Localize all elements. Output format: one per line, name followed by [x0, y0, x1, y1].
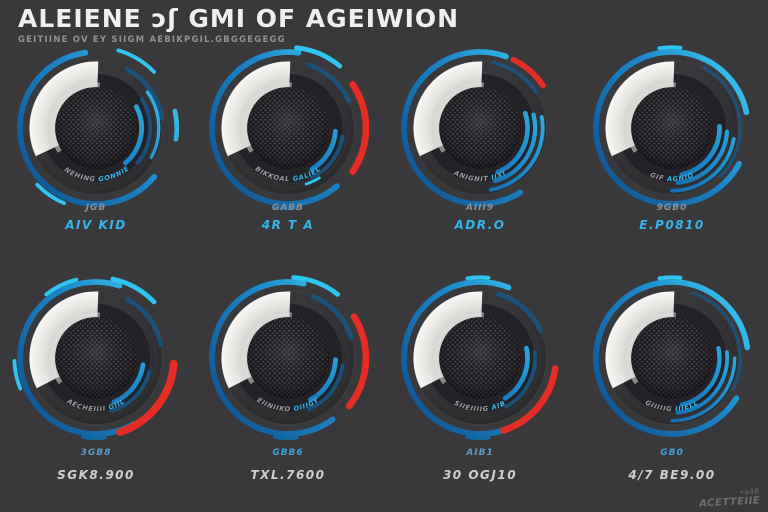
- gauge-card: GIF AGNIO 9GB0 E.P0810: [576, 33, 768, 273]
- gauge-chart: ANNEHING GONNIELL: [1, 33, 180, 207]
- gauge-row-bottom: AECHEIIII GIIL 3GB8 SGK8.900 EIINIIKO OI…: [0, 263, 768, 503]
- gauge-label: AIB1: [466, 448, 494, 458]
- watermark-line2: ACETTEIIE: [698, 495, 761, 510]
- gauge-card: EIINIIKO OIIIGY GBB6 TXL.7600: [192, 263, 384, 503]
- gauge-chart: GIF AGNIO: [593, 45, 750, 207]
- gauge-chart: GIIIIIG IIIELL: [593, 275, 751, 437]
- gauge-value: 4R T A: [261, 218, 315, 232]
- gauge-chart: BIKKOAL GALIEL: [209, 45, 370, 210]
- gauge-label: GB0: [660, 448, 684, 458]
- gauge-card: BIKKOAL GALIEL GABB 4R T A: [192, 33, 384, 273]
- gauge-label: AIII9: [465, 203, 495, 213]
- watermark: «ʙAB ACETTEIIE: [698, 487, 761, 510]
- gauge-value: TXL.7600: [250, 468, 326, 482]
- gauge-value: 4/7 BE9.00: [628, 468, 716, 482]
- gauge-value: E.P0810: [639, 218, 705, 232]
- gauge-chart: SIIEIIIIG AIB: [401, 275, 559, 440]
- gauge-label: GABB: [271, 203, 305, 213]
- gauge-value: ADR.O: [454, 218, 506, 232]
- gauge-card: SIIEIIIIG AIB AIB1 30 OGJ10: [384, 263, 576, 503]
- gauge-card: GIIIIIG IIIELL GB0 4/7 BE9.00: [576, 263, 768, 503]
- gauge-value: AIV KID: [65, 218, 127, 232]
- gauge-chart: EIINIIKO OIIIGY: [209, 275, 370, 440]
- gauge-label: 9GB0: [656, 203, 688, 213]
- gauge-row-top: ANNEHING GONNIELL JGB AIV KID BIKKOAL GA…: [0, 33, 768, 273]
- gauge-chart: AECHEIIII GIIL: [12, 276, 178, 440]
- gauge-label: 3GB8: [80, 448, 112, 458]
- gauge-label: GBB6: [272, 448, 304, 458]
- page-title: ALEIENE ɔʃ GMI OF AGEIWION: [18, 4, 460, 33]
- gauge-card: ANIGNIT IIXI AIII9 ADR.O: [384, 33, 576, 273]
- page-subtitle: GEITIINE OV EY SIIGM AEBIKPGIL.GBGGEGEGG: [18, 34, 286, 45]
- gauge-value: 30 OGJ10: [442, 468, 518, 482]
- gauge-value: SGK8.900: [57, 468, 135, 482]
- gauge-card: ANNEHING GONNIELL JGB AIV KID: [0, 33, 192, 273]
- gauge-chart: ANIGNIT IIXI: [401, 49, 547, 207]
- header: ALEIENE ɔʃ GMI OF AGEIWION GEITIINE OV E…: [18, 5, 459, 45]
- gauge-card: AECHEIIII GIIL 3GB8 SGK8.900: [0, 263, 192, 503]
- gauge-label: JGB: [85, 203, 107, 213]
